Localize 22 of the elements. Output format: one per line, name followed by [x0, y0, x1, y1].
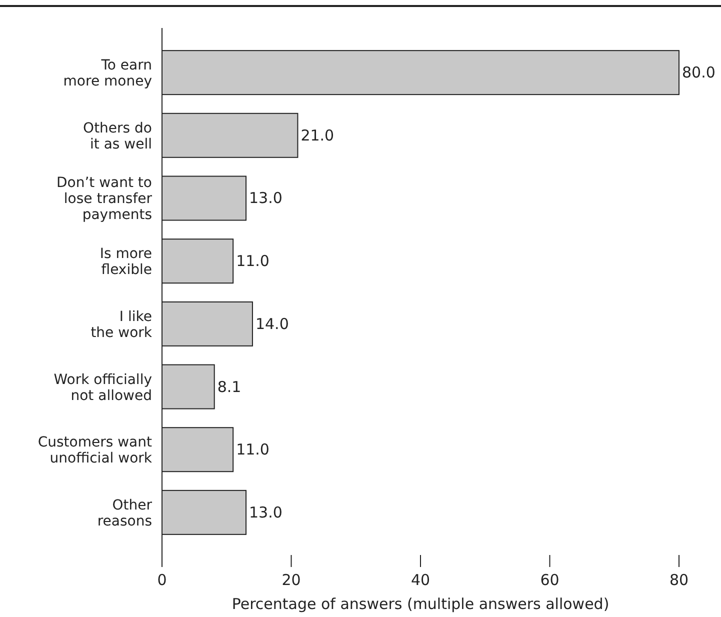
y-tick-label: Others do it as well [83, 120, 152, 152]
x-tick-label: 40 [410, 571, 430, 589]
data-label: 21.0 [300, 126, 334, 144]
data-label: 11.0 [236, 440, 270, 459]
data-label: 14.0 [255, 314, 289, 333]
y-tick-label: To earn more money [63, 58, 152, 90]
x-tick-label: 60 [540, 571, 560, 589]
data-label: 80.0 [682, 64, 716, 82]
y-tick-label: Customers want unofficial work [38, 434, 153, 467]
y-tick-label: Other reasons [97, 497, 152, 530]
data-label: 8.1 [217, 378, 242, 396]
y-tick-label: Don’t want to lose transfer payments [56, 175, 152, 224]
y-tick-label: Is more flexible [100, 246, 152, 278]
x-axis-title: Percentage of answers (multiple answers allowed) [232, 595, 610, 613]
data-label: 11.0 [236, 252, 270, 270]
data-label: 13.0 [249, 503, 282, 522]
x-tick-label: 0 [157, 571, 167, 589]
x-tick-label: 20 [282, 571, 301, 589]
x-tick-label: 80 [669, 571, 689, 589]
data-label: 13.0 [249, 189, 282, 208]
y-tick-label: Work officially not allowed [54, 372, 152, 404]
y-tick-label: I like the work [90, 308, 153, 341]
